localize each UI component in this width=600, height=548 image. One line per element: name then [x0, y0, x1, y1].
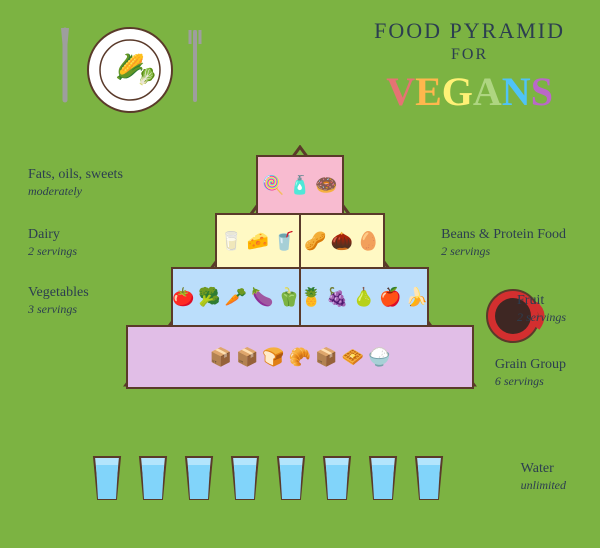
food-icon: 🌰 — [331, 232, 353, 250]
food-icon: 🍞 — [262, 348, 284, 366]
label-fruit: Fruit2 servings — [517, 292, 566, 326]
label-name: Dairy — [28, 226, 77, 244]
vegans-letter: N — [502, 68, 531, 115]
title-vegans: VEGANS — [374, 68, 565, 115]
vegans-letter: S — [531, 68, 553, 115]
label-dairy: Dairy2 servings — [28, 226, 77, 260]
label-veg: Vegetables3 servings — [28, 284, 89, 318]
food-icon: 🍍 — [301, 288, 322, 306]
water-glass-icon — [136, 455, 170, 501]
label-name: Water — [521, 460, 566, 478]
title-block: FOOD PYRAMID FOR VEGANS — [374, 18, 565, 115]
food-icon: 🍎 — [379, 288, 401, 306]
food-icon: 🍆 — [251, 288, 273, 306]
food-icon: 🧀 — [247, 232, 269, 250]
vegans-letter: G — [442, 68, 473, 115]
food-icon: 🧴 — [289, 176, 311, 194]
pyramid-tier-1: 🥛 🧀🥤 🥜 🌰🥚 — [215, 213, 385, 269]
food-icon: 🍭 — [262, 176, 284, 194]
svg-text:🥬: 🥬 — [137, 67, 157, 86]
label-name: Grain Group — [495, 356, 566, 374]
food-icon: 🥜 — [304, 232, 326, 250]
water-glass-icon — [90, 455, 124, 501]
food-icon: 🍚 — [368, 348, 390, 366]
food-icon: 🥚 — [357, 232, 379, 250]
water-glass-icon — [320, 455, 354, 501]
food-icon: 🍩 — [315, 176, 337, 194]
label-name: Beans & Protein Food — [441, 226, 566, 244]
label-beans: Beans & Protein Food2 servings — [441, 226, 566, 260]
food-icon: 🥕 — [225, 288, 247, 306]
water-glass-icon — [228, 455, 262, 501]
food-icon: 📦 — [236, 348, 258, 366]
vegans-letter: V — [386, 68, 415, 115]
label-water: Waterunlimited — [521, 460, 566, 494]
food-icon: 🥐 — [289, 348, 311, 366]
tier-left: 🥛 🧀🥤 — [217, 215, 301, 267]
pyramid-tier-2: 🍅🥦 🥕🍆 🫑🍍🍇 🍐🍎 🍌 — [171, 267, 429, 327]
label-servings: 2 servings — [517, 310, 566, 326]
label-servings: moderately — [28, 184, 123, 200]
food-icon: 🫑 — [278, 288, 300, 306]
plate-illustration: 🌽 🥬 — [55, 20, 205, 130]
food-icon: 🥦 — [198, 288, 220, 306]
food-icon: 🍇 — [326, 288, 348, 306]
title-line2: FOR — [374, 46, 565, 64]
label-servings: unlimited — [521, 478, 566, 494]
food-icon: 📦 — [210, 348, 232, 366]
pyramid: 🍭🧴🍩🥛🧀🥤🥜🌰🥚🍅🥦🥕🍆🫑🍍🍇🍐🍎🍌📦📦🍞🥐📦🧇🍚 — [120, 155, 480, 435]
food-icon: 🧇 — [342, 348, 364, 366]
tier-right: 🥜 🌰🥚 — [301, 215, 383, 267]
pyramid-tier-0: 🍭 🧴🍩 — [256, 155, 344, 215]
label-grain: Grain Group6 servings — [495, 356, 566, 390]
vegans-letter: E — [415, 68, 442, 115]
label-servings: 3 servings — [28, 302, 89, 318]
pyramid-tier-3: 📦📦🍞🥐📦🧇🍚 — [126, 325, 474, 389]
label-servings: 2 servings — [28, 244, 77, 260]
label-name: Vegetables — [28, 284, 89, 302]
vegans-letter: A — [473, 68, 502, 115]
food-icon: 🥤 — [273, 232, 295, 250]
tier-right: 🍍🍇 🍐🍎 🍌 — [301, 269, 427, 325]
label-servings: 6 servings — [495, 374, 566, 390]
tier-center: 🍭 🧴🍩 — [258, 157, 342, 213]
label-name: Fruit — [517, 292, 566, 310]
tier-left: 🍅🥦 🥕🍆 🫑 — [173, 269, 301, 325]
water-glass-icon — [412, 455, 446, 501]
label-servings: 2 servings — [441, 244, 566, 260]
label-name: Fats, oils, sweets — [28, 166, 123, 184]
label-fats: Fats, oils, sweetsmoderately — [28, 166, 123, 200]
water-glass-icon — [182, 455, 216, 501]
water-row — [90, 455, 446, 501]
tier-center: 📦📦🍞🥐📦🧇🍚 — [128, 327, 472, 387]
food-icon: 🍅 — [173, 288, 194, 306]
food-icon: 🥛 — [220, 232, 242, 250]
food-icon: 📦 — [315, 348, 337, 366]
food-icon: 🍐 — [353, 288, 375, 306]
title-line1: FOOD PYRAMID — [374, 18, 565, 44]
water-glass-icon — [274, 455, 308, 501]
food-icon: 🍌 — [406, 288, 427, 306]
water-glass-icon — [366, 455, 400, 501]
